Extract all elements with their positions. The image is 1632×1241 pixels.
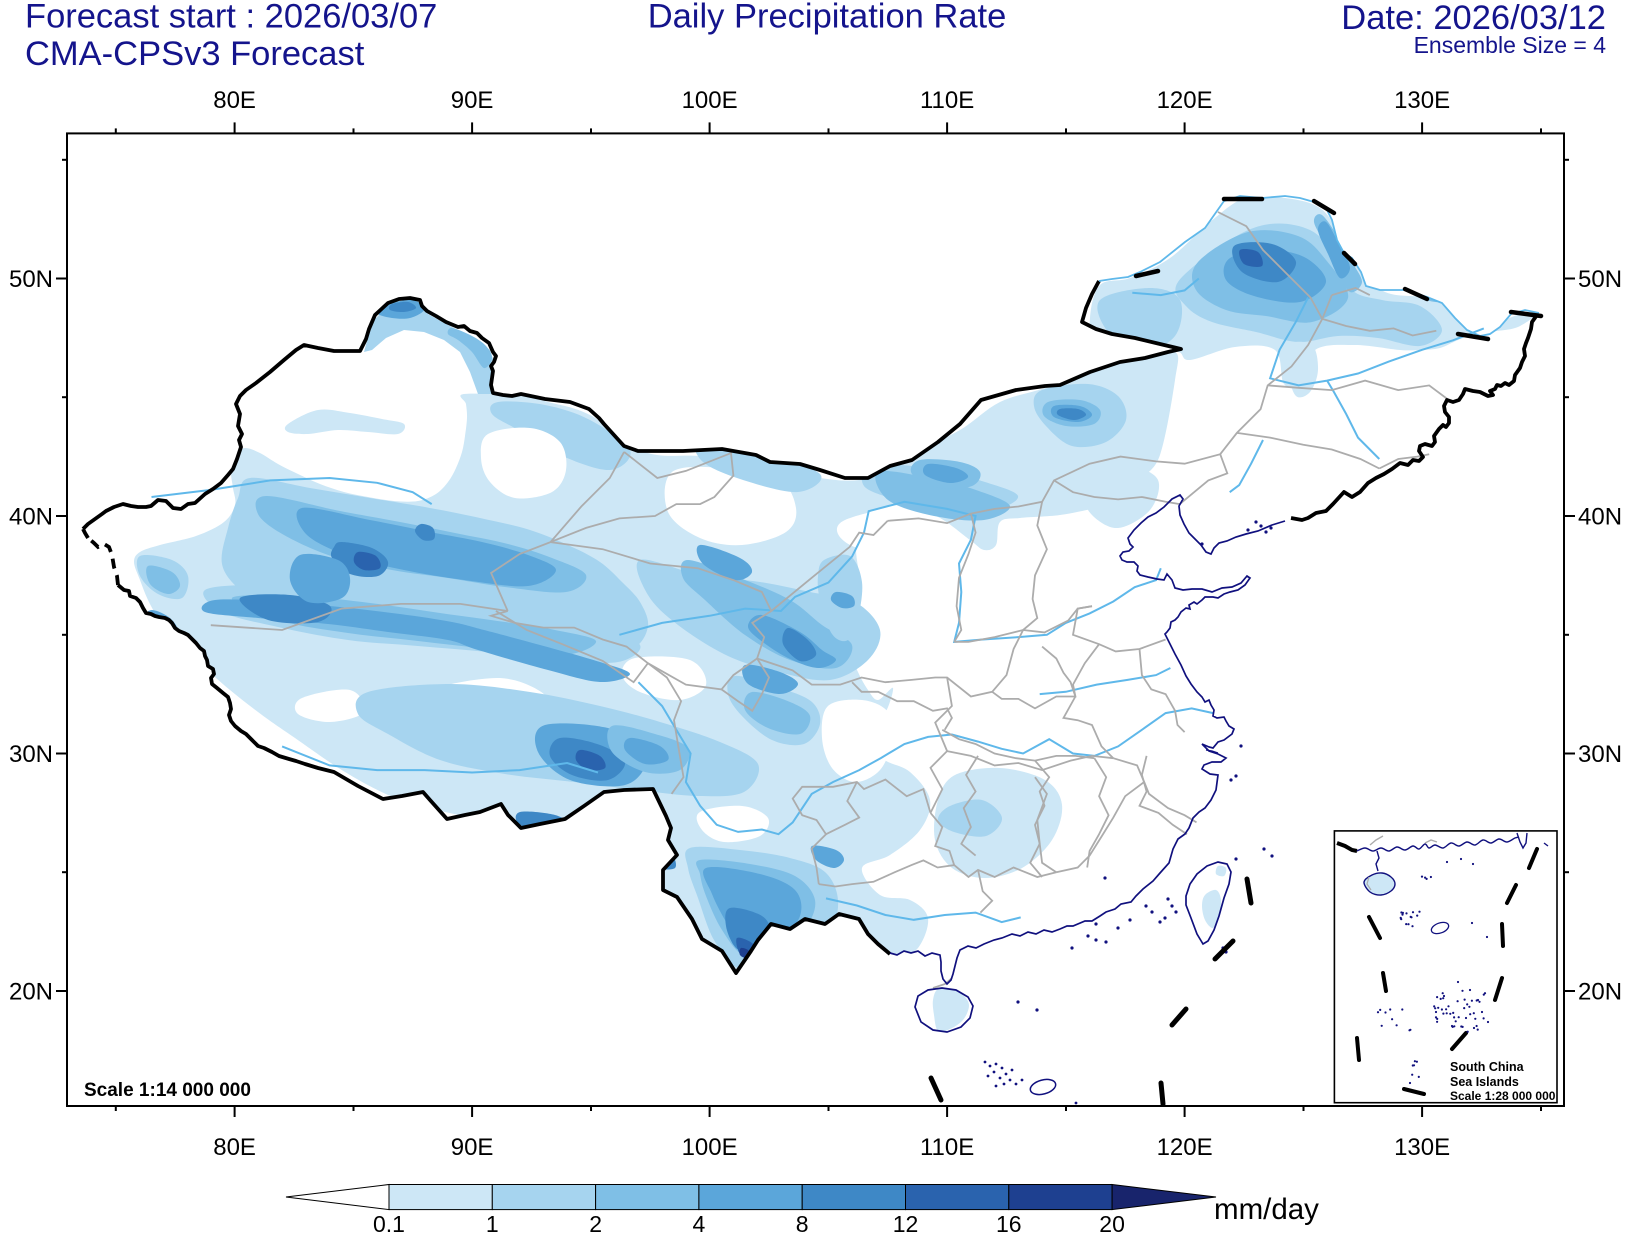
svg-text:mm/day: mm/day: [1214, 1193, 1319, 1226]
svg-text:40N: 40N: [1578, 504, 1622, 531]
svg-text:130E: 130E: [1394, 1134, 1450, 1161]
svg-text:30N: 30N: [9, 741, 53, 768]
svg-text:50N: 50N: [1578, 266, 1622, 293]
svg-text:40N: 40N: [9, 504, 53, 531]
svg-text:Sea Islands: Sea Islands: [1450, 1075, 1519, 1089]
svg-text:8: 8: [796, 1211, 809, 1236]
svg-text:90E: 90E: [451, 87, 494, 114]
svg-text:20: 20: [1099, 1211, 1125, 1236]
svg-text:20N: 20N: [1578, 979, 1622, 1006]
svg-text:16: 16: [996, 1211, 1022, 1236]
svg-text:110E: 110E: [920, 87, 974, 114]
svg-text:Date: 2026/03/12: Date: 2026/03/12: [1341, 0, 1606, 37]
svg-text:Scale 1:28 000 000: Scale 1:28 000 000: [1450, 1089, 1556, 1103]
svg-text:20N: 20N: [9, 979, 53, 1006]
svg-text:100E: 100E: [682, 87, 738, 114]
svg-text:4: 4: [693, 1211, 706, 1236]
svg-text:120E: 120E: [1157, 1134, 1213, 1161]
svg-text:100E: 100E: [682, 1134, 738, 1161]
svg-text:120E: 120E: [1157, 87, 1213, 114]
svg-text:Ensemble Size = 4: Ensemble Size = 4: [1414, 32, 1607, 58]
svg-text:1: 1: [486, 1211, 499, 1236]
svg-text:Scale 1:14 000 000: Scale 1:14 000 000: [84, 1080, 251, 1101]
svg-text:South China: South China: [1450, 1060, 1525, 1074]
svg-text:2: 2: [589, 1211, 602, 1236]
svg-text:80E: 80E: [213, 87, 256, 114]
svg-text:90E: 90E: [451, 1134, 494, 1161]
svg-text:80E: 80E: [213, 1134, 256, 1161]
svg-text:50N: 50N: [9, 266, 53, 293]
svg-text:Forecast start : 2026/03/07: Forecast start : 2026/03/07: [25, 0, 437, 36]
svg-text:CMA-CPSv3 Forecast: CMA-CPSv3 Forecast: [25, 35, 365, 73]
svg-text:30N: 30N: [1578, 741, 1622, 768]
svg-text:110E: 110E: [920, 1134, 974, 1161]
svg-text:12: 12: [893, 1211, 919, 1236]
svg-text:0.1: 0.1: [373, 1211, 405, 1236]
svg-text:Daily Precipitation Rate: Daily Precipitation Rate: [648, 0, 1007, 36]
svg-text:130E: 130E: [1394, 87, 1450, 114]
